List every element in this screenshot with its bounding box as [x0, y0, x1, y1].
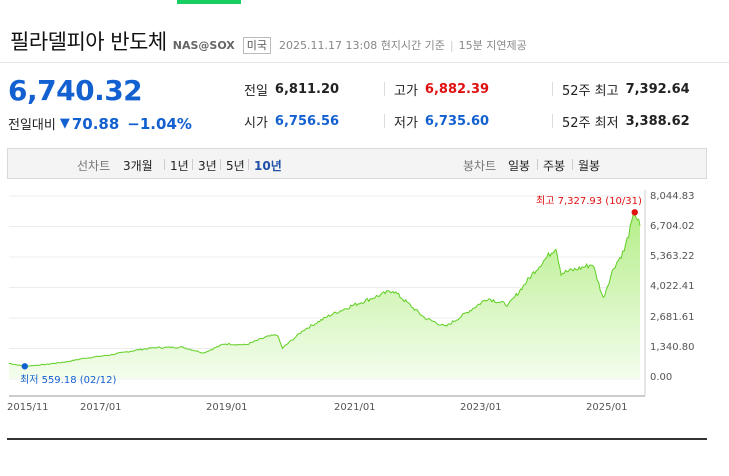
y-tick-label: 1,340.80: [650, 342, 695, 353]
y-tick-label: 2,681.61: [650, 312, 695, 323]
price-line: [8, 213, 641, 367]
stat-open: 시가 6,756.56: [244, 112, 339, 131]
tab-weekly-candle[interactable]: 주봉: [543, 159, 566, 173]
top-bar: [0, 0, 729, 2]
stat-label: 고가: [394, 84, 418, 99]
candle-chart-heading: 봉차트: [463, 159, 497, 173]
delay-text: 15분 지연제공: [458, 39, 527, 52]
x-tick-label: 2023/01: [460, 402, 502, 413]
divider: [552, 82, 553, 96]
divider: [384, 82, 385, 96]
divider: [192, 159, 193, 170]
tab-3-years[interactable]: 3년: [198, 159, 217, 173]
x-tick-label: 2021/01: [334, 402, 376, 413]
stat-52w-high: 52주 최고 7,392.64: [562, 80, 690, 99]
change-percent: −1.04%: [127, 114, 192, 133]
tab-1-year[interactable]: 1년: [170, 159, 189, 173]
stat-prev-close: 전일 6,811.20: [244, 80, 339, 99]
tab-daily-candle[interactable]: 일봉: [508, 159, 531, 173]
stat-value: 6,735.60: [424, 114, 490, 129]
divider: [552, 114, 553, 128]
down-triangle-icon: ▼: [59, 116, 70, 131]
divider: [220, 159, 221, 170]
quote-datetime: 2025.11.17 13:08 현지시간 기준 | 15분 지연제공: [279, 37, 527, 53]
line-chart-heading: 선차트: [77, 159, 111, 173]
divider: [164, 159, 165, 170]
y-tick-label: 6,704.02: [650, 221, 695, 232]
datetime-text: 2025.11.17 13:08 현지시간 기준: [279, 39, 445, 52]
stat-label: 저가: [394, 116, 418, 131]
stat-low: 저가 6,735.60: [394, 112, 489, 131]
max-point-marker: [631, 209, 638, 216]
price-change: 전일대비 ▼ 70.88 −1.04%: [8, 114, 192, 134]
stat-value: 6,882.39: [424, 82, 490, 97]
y-tick-label: 4,022.41: [650, 281, 695, 292]
stat-label: 52주 최저: [562, 116, 619, 131]
stat-label: 전일: [244, 84, 268, 99]
bottom-divider: [7, 438, 707, 440]
header-divider: [0, 62, 729, 63]
x-tick-label: 2017/01: [80, 402, 122, 413]
symbol-code: NAS@SOX: [172, 39, 235, 52]
price-area: [9, 214, 640, 379]
active-section-indicator: [177, 0, 241, 4]
y-tick-label: 8,044.83: [650, 191, 695, 202]
stat-52w-low: 52주 최저 3,388.62: [562, 112, 690, 131]
x-tick-label: 2015/11: [7, 402, 49, 413]
stat-high: 고가 6,882.39: [394, 80, 489, 99]
y-tick-label: 5,363.22: [650, 251, 695, 262]
min-annotation: 최저 559.18 (02/12): [20, 375, 117, 386]
y-tick-label: 0.00: [650, 372, 673, 383]
page-title: 필라델피아 반도체: [10, 30, 167, 54]
max-annotation: 최고 7,327.93 (10/31): [536, 196, 642, 207]
tab-5-years[interactable]: 5년: [226, 159, 245, 173]
tab-10-years[interactable]: 10년: [254, 159, 282, 173]
market-badge: 미국: [242, 37, 272, 54]
change-value: 70.88: [71, 114, 120, 133]
stat-value: 6,811.20: [274, 82, 340, 97]
divider: [248, 159, 249, 170]
stat-value: 6,756.56: [274, 114, 340, 129]
chart-period-tabs: 선차트 3개월 1년 3년 5년 10년 봉차트 일봉 주봉 월봉: [7, 148, 707, 179]
divider: [384, 114, 385, 128]
current-price: 6,740.32: [8, 74, 143, 107]
x-tick-label: 2025/01: [586, 402, 628, 413]
stat-label: 시가: [244, 116, 268, 131]
stat-value: 3,388.62: [625, 114, 690, 129]
stat-value: 7,392.64: [625, 82, 690, 97]
x-tick-label: 2019/01: [206, 402, 248, 413]
divider: [572, 159, 573, 170]
min-point-marker: [21, 363, 28, 370]
divider: |: [449, 39, 454, 52]
change-label: 전일대비: [8, 118, 56, 133]
tab-monthly-candle[interactable]: 월봉: [578, 159, 601, 173]
title-row: 필라델피아 반도체 NAS@SOX 미국 2025.11.17 13:08 현지…: [10, 26, 527, 54]
tab-3-months[interactable]: 3개월: [123, 159, 153, 173]
stat-label: 52주 최고: [562, 84, 619, 99]
divider: [537, 159, 538, 170]
